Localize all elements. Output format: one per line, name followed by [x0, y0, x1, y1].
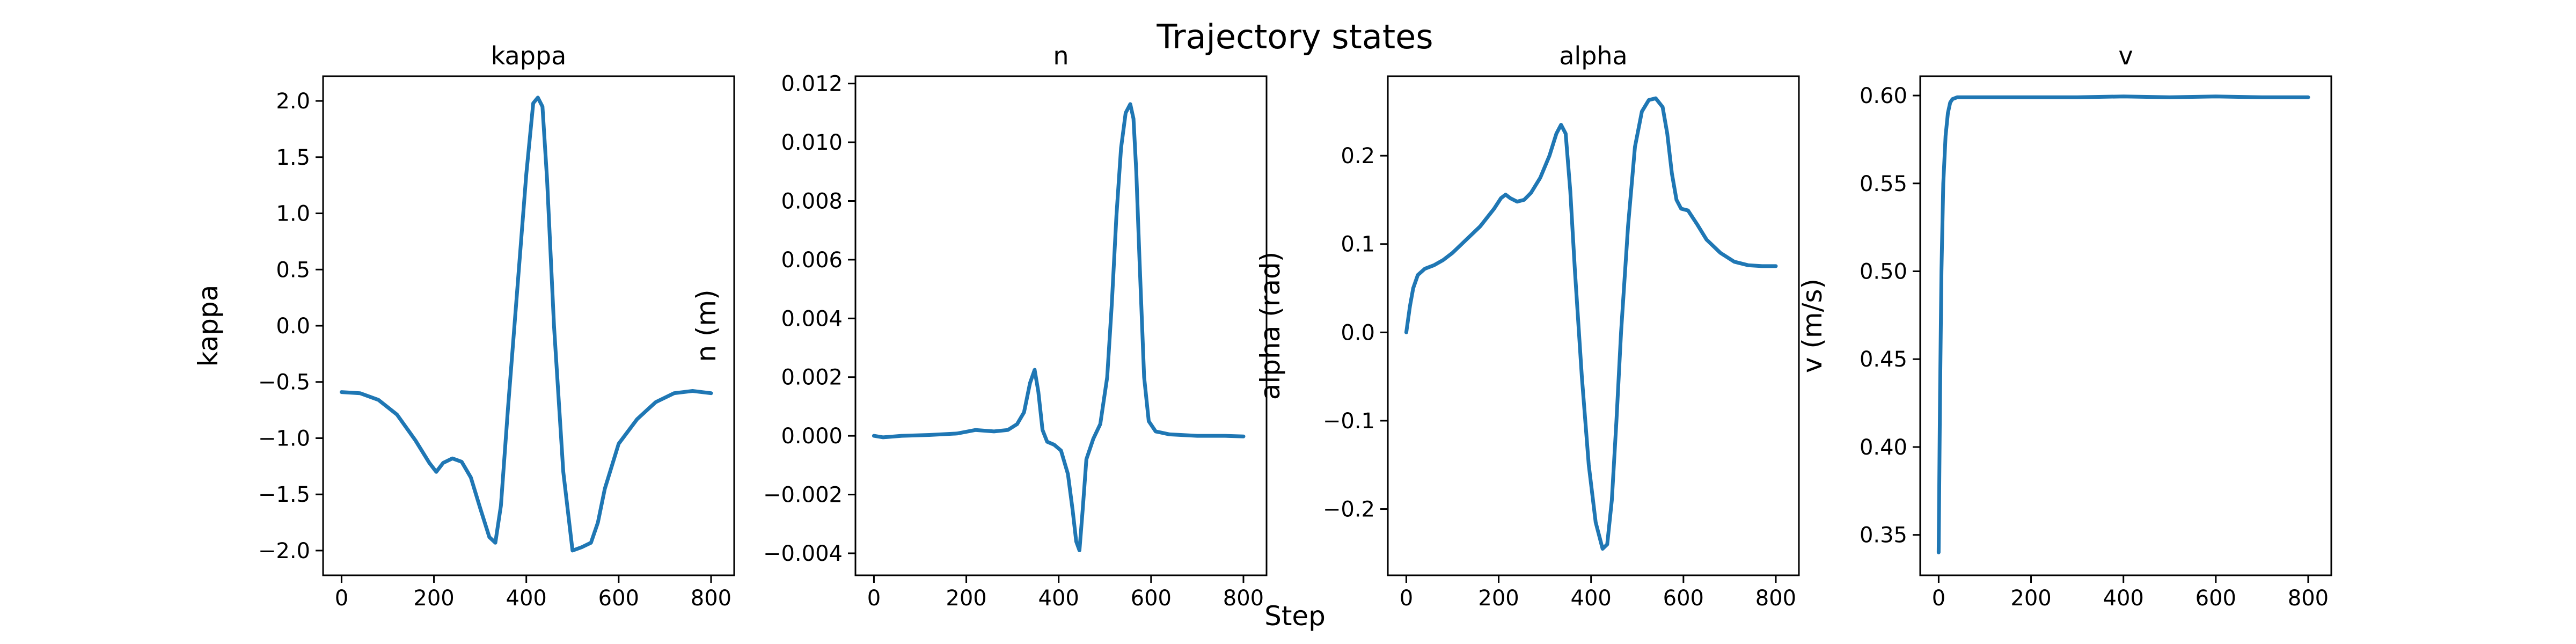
- y-tick-label: 0.004: [781, 306, 843, 331]
- y-tick-label: −0.5: [258, 370, 310, 395]
- y-tick-label: 0.2: [1341, 144, 1375, 169]
- x-tick-label: 400: [2103, 586, 2144, 611]
- y-tick-label: −1.0: [258, 426, 310, 451]
- y-tick-label: 0.55: [1860, 172, 1907, 196]
- y-tick-label: 1.5: [276, 145, 310, 170]
- series-line-n: [872, 102, 1246, 552]
- y-axis-label: kappa: [193, 285, 224, 367]
- figure-xlabel: Step: [1264, 601, 1326, 632]
- series-line-alpha: [1404, 96, 1778, 551]
- y-tick-label: 2.0: [276, 89, 310, 114]
- y-tick-label: 0.50: [1860, 259, 1907, 284]
- y-tick-label: −0.004: [763, 541, 843, 566]
- y-tick-label: −1.5: [258, 482, 310, 507]
- y-tick-label: 0.006: [781, 248, 843, 273]
- y-tick-label: 0.35: [1860, 523, 1907, 548]
- y-tick-label: 0.40: [1860, 435, 1907, 460]
- x-tick-label: 200: [413, 586, 454, 611]
- x-tick-label: 800: [2288, 586, 2329, 611]
- x-tick-label: 600: [1131, 586, 1172, 611]
- y-tick-label: 0.010: [781, 130, 843, 155]
- panel-title: alpha: [1559, 41, 1628, 70]
- x-tick-label: 600: [1663, 586, 1704, 611]
- figure-title: Trajectory states: [1156, 17, 1433, 56]
- x-tick-label: 0: [867, 586, 881, 611]
- y-axis-label: v (m/s): [1797, 279, 1828, 373]
- x-tick-label: 400: [1038, 586, 1079, 611]
- x-tick-label: 0: [1400, 586, 1413, 611]
- axes-frame: [1919, 75, 2332, 576]
- x-tick-label: 200: [2010, 586, 2051, 611]
- panel-n: 0 200 400 600 800 −0.004 −0.002 0.000 0.002 0.004…: [691, 41, 1268, 611]
- x-tick-label: 200: [946, 586, 986, 611]
- y-tick-label: 0.45: [1860, 347, 1907, 372]
- y-tick-label: 0.60: [1860, 84, 1907, 108]
- axes-frame: [854, 75, 1268, 576]
- y-tick-label: 0.002: [781, 365, 843, 390]
- y-tick-label: 0.0: [1341, 320, 1375, 345]
- y-tick-label: −0.002: [763, 483, 843, 508]
- y-axis-label: n (m): [691, 289, 722, 362]
- y-tick-label: 1.0: [276, 202, 310, 226]
- series-line-kappa: [339, 96, 713, 553]
- x-tick-label: 0: [335, 586, 348, 611]
- panel-title: n: [1053, 41, 1069, 70]
- y-tick-label: 0.1: [1341, 232, 1375, 257]
- y-tick-label: 0.000: [781, 424, 843, 449]
- panel-v: 0 200 400 600 800 0.35 0.40 0.45 0.50 0.55 0.60 v v …: [1797, 41, 2332, 611]
- x-tick-label: 400: [1571, 586, 1612, 611]
- y-tick-label: 0.012: [781, 72, 843, 97]
- x-tick-label: 0: [1932, 586, 1945, 611]
- y-tick-label: 0.5: [276, 258, 310, 282]
- x-tick-label: 600: [2196, 586, 2236, 611]
- x-tick-label: 200: [1478, 586, 1519, 611]
- x-tick-label: 400: [506, 586, 547, 611]
- series-line-v: [1936, 94, 2310, 554]
- panel-alpha: 0 200 400 600 800 −0.2 −0.1 0.0 0.1 0.2 alpha alpha…: [1255, 41, 1800, 611]
- y-tick-label: −0.1: [1323, 409, 1375, 434]
- y-tick-label: −2.0: [258, 539, 310, 564]
- panel-title: v: [2118, 41, 2133, 70]
- x-tick-label: 800: [1223, 586, 1264, 611]
- y-tick-label: −0.2: [1323, 497, 1375, 522]
- y-axis-label: alpha (rad): [1255, 252, 1286, 400]
- panel-kappa: 0 200 400 600 800 −2.0 −1.5 −1.0 −0.5 0.0 0.5 1.0 1.…: [193, 41, 735, 611]
- x-tick-label: 600: [598, 586, 639, 611]
- panel-title: kappa: [491, 41, 567, 70]
- axes-frame: [1387, 75, 1800, 576]
- x-tick-label: 800: [691, 586, 731, 611]
- y-tick-label: 0.008: [781, 189, 843, 214]
- y-tick-label: 0.0: [276, 314, 310, 339]
- x-tick-label: 800: [1755, 586, 1796, 611]
